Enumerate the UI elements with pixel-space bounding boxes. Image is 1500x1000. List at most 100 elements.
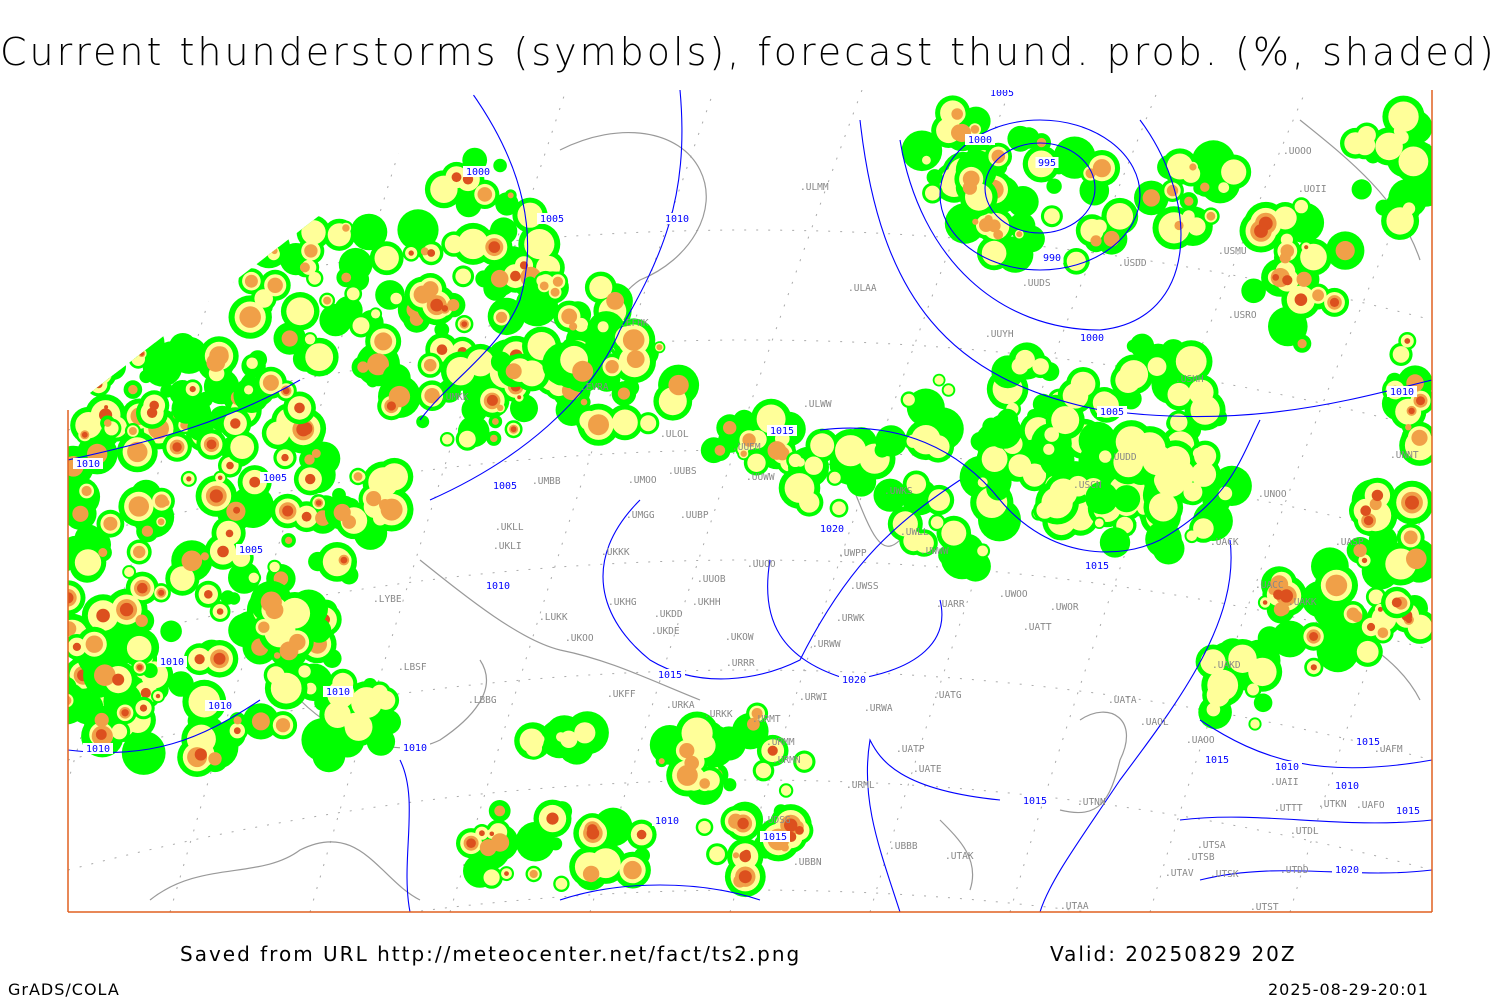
- prob-shade-cell: [442, 434, 453, 445]
- station-label: .UKLL: [495, 522, 524, 533]
- prob-shade-cell: [1046, 178, 1062, 194]
- prob-shade-cell: [420, 247, 429, 256]
- station-label: .UKLI: [493, 541, 522, 552]
- prob-shade-cell: [510, 270, 521, 282]
- station-label: .URWI: [799, 692, 828, 703]
- prob-shade-cell: [1190, 395, 1220, 425]
- station-label: .UTST: [1250, 902, 1279, 913]
- prob-shade-cell: [68, 385, 71, 392]
- prob-shade-cell: [324, 701, 351, 728]
- isobar-line: [939, 119, 1141, 271]
- prob-shade-cell: [626, 350, 645, 368]
- prob-shade-cell: [1371, 489, 1384, 502]
- prob-shade-cell: [1081, 374, 1091, 384]
- prob-shade-cell: [1085, 481, 1119, 515]
- prob-shade-cell: [751, 708, 763, 719]
- isobar-label-bg: [463, 166, 493, 177]
- prob-shade-cell: [795, 826, 804, 835]
- prob-shade-cell: [1016, 231, 1023, 238]
- prob-shade-cell: [510, 394, 538, 423]
- prob-shade-cell: [213, 346, 229, 362]
- isobar-label: 1000: [1080, 333, 1104, 344]
- prob-shade-cell: [926, 435, 950, 459]
- prob-shade-cell: [1113, 485, 1141, 513]
- isobar-label-bg: [490, 480, 520, 491]
- station-label: .UBBN: [793, 857, 822, 868]
- prob-shade-cell: [289, 633, 306, 651]
- prob-shade-cell: [1170, 413, 1188, 431]
- prob-shade-cell: [925, 185, 940, 201]
- prob-shade-cell: [550, 287, 560, 297]
- prob-shade-cell: [424, 388, 440, 404]
- station-label: .URML: [846, 780, 875, 791]
- prob-shade-cell: [1147, 357, 1167, 376]
- prob-shade-cell: [1200, 649, 1226, 675]
- prob-shade-cell: [914, 533, 934, 553]
- prob-shade-cell: [68, 361, 79, 383]
- isobar-line: [419, 90, 529, 421]
- prob-shade-cell: [1167, 382, 1191, 407]
- prob-shade-cell: [739, 850, 751, 863]
- isobar-label-bg: [987, 90, 1017, 98]
- isobar-label: 1010: [1390, 387, 1414, 398]
- prob-shade-cell: [290, 616, 301, 628]
- station-label: .UAOL: [1140, 717, 1169, 728]
- prob-shade-cell: [1036, 502, 1054, 519]
- prob-shade-cell: [68, 693, 74, 708]
- prob-shade-cell: [72, 505, 89, 522]
- prob-shade-cell: [732, 852, 740, 859]
- prob-shade-cell: [922, 155, 931, 165]
- prob-shade-cell: [68, 368, 72, 376]
- isobar-label: 1010: [86, 744, 110, 755]
- prob-shade-cell: [676, 764, 698, 786]
- prob-shade-cell: [68, 363, 76, 380]
- prob-shade-cell: [1206, 702, 1221, 717]
- prob-shade-cell: [656, 344, 663, 351]
- station-label: .UTAK: [945, 851, 974, 862]
- prob-shade-cell: [640, 415, 657, 432]
- prob-shade-cell: [901, 130, 943, 172]
- isobar-label-bg: [655, 669, 685, 680]
- isobar-label-bg: [83, 743, 113, 754]
- prob-shade-cell: [1051, 406, 1080, 435]
- prob-shade-cell: [517, 395, 522, 400]
- prob-shade-cell: [85, 635, 104, 653]
- isobar-label-bg: [236, 544, 266, 555]
- prob-shade-cell: [333, 503, 351, 522]
- prob-shade-cell: [81, 485, 92, 497]
- prob-shade-cell: [51, 662, 67, 678]
- prob-shade-cell: [304, 454, 315, 465]
- station-label: .UTSA: [1197, 840, 1226, 851]
- prob-shade-cell: [977, 477, 988, 488]
- prob-shade-cell: [1351, 179, 1372, 200]
- station-label: .UTDL: [1290, 826, 1319, 837]
- station-label: .UMGG: [626, 510, 655, 521]
- prob-shade-cell: [493, 158, 507, 173]
- prob-shade-cell: [91, 682, 108, 698]
- station-label: .UOII: [1298, 184, 1327, 195]
- prob-shade-cell: [636, 829, 647, 840]
- prob-shade-cell: [723, 778, 737, 792]
- prob-shade-cell: [1262, 600, 1268, 605]
- station-label: .UUBS: [668, 466, 697, 477]
- prob-shade-cell: [1099, 450, 1112, 463]
- coastline: [939, 819, 974, 891]
- prob-shade-cell: [606, 292, 624, 310]
- isobar-label: 1010: [326, 687, 350, 698]
- station-label: .URKA: [666, 700, 695, 711]
- prob-shade-cell: [1192, 447, 1204, 459]
- prob-shade-cell: [535, 734, 545, 744]
- prob-shade-cell: [342, 224, 350, 232]
- station-label: .USMU: [1218, 246, 1247, 257]
- source-url: Saved from URL http://meteocenter.net/fa…: [180, 942, 802, 966]
- prob-shade-cell: [269, 561, 280, 573]
- prob-shade-cell: [970, 431, 990, 451]
- prob-shade-cell: [1278, 603, 1290, 616]
- prob-shade-cell: [1357, 126, 1376, 145]
- prob-shade-cell: [441, 305, 449, 312]
- prob-shade-cell: [780, 785, 792, 796]
- isobar-label: 1010: [160, 657, 184, 668]
- prob-shade-cell: [492, 418, 499, 425]
- prob-shade-cell: [294, 402, 305, 414]
- prob-shade-cell: [275, 718, 291, 733]
